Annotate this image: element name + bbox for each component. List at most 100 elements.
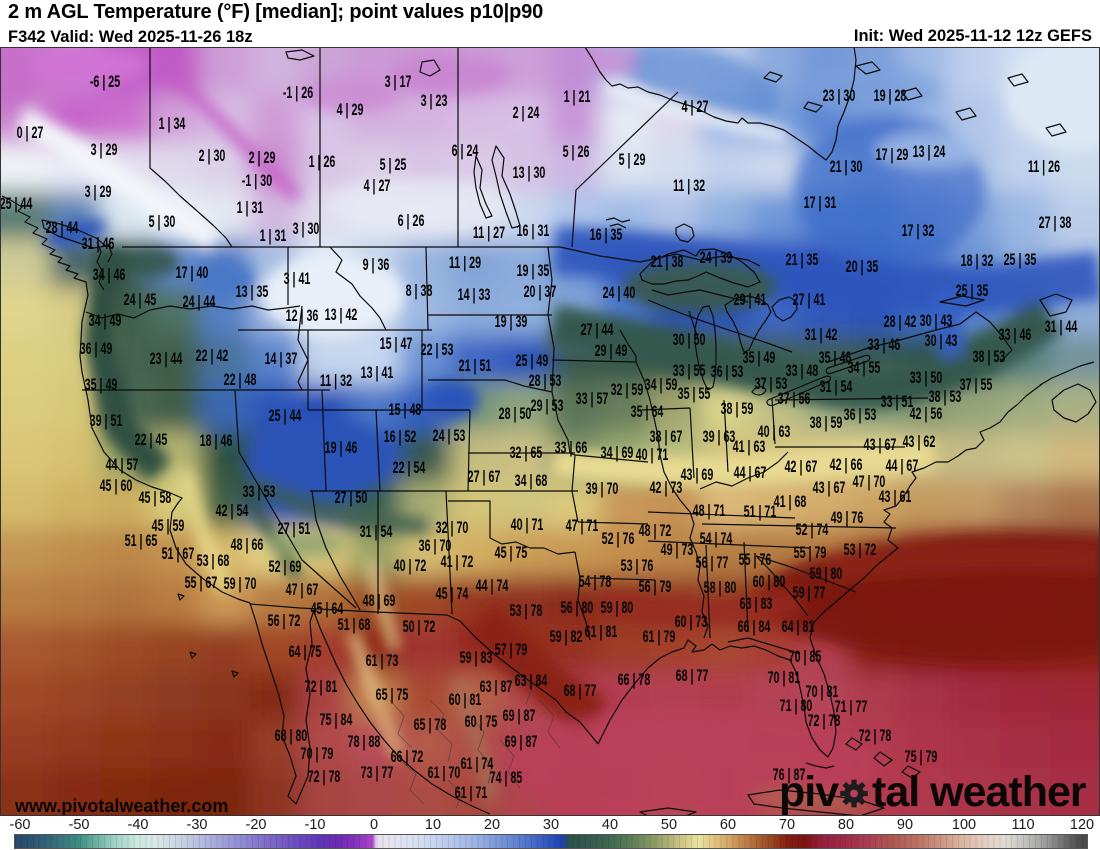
svg-text:13 | 24: 13 | 24 <box>913 143 946 162</box>
svg-text:71 | 77: 71 | 77 <box>835 698 868 717</box>
svg-text:52 | 74: 52 | 74 <box>796 521 829 540</box>
svg-text:56 | 80: 56 | 80 <box>561 599 594 618</box>
svg-text:www.pivotalweather.com: www.pivotalweather.com <box>14 796 228 816</box>
svg-text:45 | 59: 45 | 59 <box>152 517 185 536</box>
svg-text:2 | 30: 2 | 30 <box>199 147 226 166</box>
svg-text:69 | 87: 69 | 87 <box>505 733 538 752</box>
svg-text:37 | 55: 37 | 55 <box>960 376 993 395</box>
svg-text:49 | 76: 49 | 76 <box>831 509 864 528</box>
svg-text:24 | 44: 24 | 44 <box>183 293 216 312</box>
svg-text:38 | 67: 38 | 67 <box>650 428 683 447</box>
svg-text:27 | 44: 27 | 44 <box>581 321 614 340</box>
svg-text:33 | 46: 33 | 46 <box>868 336 901 355</box>
svg-text:31 | 44: 31 | 44 <box>1045 318 1078 337</box>
svg-text:53 | 76: 53 | 76 <box>621 557 654 576</box>
svg-text:61 | 70: 61 | 70 <box>428 764 461 783</box>
svg-text:17 | 40: 17 | 40 <box>176 264 209 283</box>
svg-text:75 | 79: 75 | 79 <box>905 748 938 767</box>
svg-text:30 | 43: 30 | 43 <box>920 312 953 331</box>
svg-text:65 | 78: 65 | 78 <box>414 716 447 735</box>
svg-text:68 | 77: 68 | 77 <box>564 682 597 701</box>
svg-text:64 | 81: 64 | 81 <box>782 618 815 637</box>
svg-text:-1 | 26: -1 | 26 <box>283 84 313 103</box>
svg-text:31 | 46: 31 | 46 <box>82 235 115 254</box>
svg-text:78 | 88: 78 | 88 <box>348 733 381 752</box>
svg-text:24 | 39: 24 | 39 <box>700 249 733 268</box>
svg-text:51 | 65: 51 | 65 <box>125 532 158 551</box>
svg-text:33 | 57: 33 | 57 <box>576 390 609 409</box>
svg-text:60 | 75: 60 | 75 <box>465 713 498 732</box>
svg-text:38 | 59: 38 | 59 <box>721 400 754 419</box>
svg-text:36 | 53: 36 | 53 <box>711 363 744 382</box>
svg-text:38 | 53: 38 | 53 <box>973 348 1006 367</box>
svg-text:52 | 69: 52 | 69 <box>269 558 302 577</box>
svg-text:55 | 67: 55 | 67 <box>185 574 218 593</box>
svg-text:3 | 17: 3 | 17 <box>385 73 412 92</box>
svg-text:27 | 67: 27 | 67 <box>468 468 501 487</box>
svg-text:33 | 50: 33 | 50 <box>910 369 943 388</box>
svg-text:22 | 42: 22 | 42 <box>196 347 229 366</box>
svg-text:14 | 33: 14 | 33 <box>458 286 491 305</box>
svg-text:32 | 59: 32 | 59 <box>611 381 644 400</box>
svg-text:4 | 29: 4 | 29 <box>337 101 364 120</box>
svg-text:40 | 71: 40 | 71 <box>636 446 669 465</box>
svg-text:59 | 83: 59 | 83 <box>460 649 493 668</box>
svg-text:40 | 71: 40 | 71 <box>511 516 544 535</box>
svg-text:11 | 32: 11 | 32 <box>673 177 705 196</box>
svg-text:42 | 54: 42 | 54 <box>216 502 249 521</box>
svg-text:61 | 81: 61 | 81 <box>585 623 618 642</box>
svg-text:17 | 29: 17 | 29 <box>876 146 909 165</box>
svg-text:59 | 70: 59 | 70 <box>224 575 257 594</box>
svg-text:47 | 70: 47 | 70 <box>853 473 886 492</box>
svg-text:71 | 80: 71 | 80 <box>780 697 813 716</box>
svg-text:45 | 74: 45 | 74 <box>436 585 469 604</box>
svg-text:22 | 53: 22 | 53 <box>421 341 454 360</box>
svg-text:42 | 73: 42 | 73 <box>650 479 683 498</box>
svg-text:59 | 80: 59 | 80 <box>810 565 843 584</box>
svg-text:76 | 87: 76 | 87 <box>773 766 806 785</box>
svg-text:3 | 29: 3 | 29 <box>85 183 112 202</box>
svg-text:48 | 71: 48 | 71 <box>693 502 726 521</box>
svg-text:41 | 63: 41 | 63 <box>733 438 766 457</box>
svg-text:3 | 41: 3 | 41 <box>284 270 311 289</box>
svg-text:43 | 62: 43 | 62 <box>903 433 936 452</box>
svg-text:37 | 53: 37 | 53 <box>755 375 788 394</box>
svg-text:5 | 29: 5 | 29 <box>619 151 646 170</box>
svg-text:73 | 77: 73 | 77 <box>361 764 394 783</box>
svg-text:61 | 73: 61 | 73 <box>366 652 399 671</box>
svg-text:49 | 73: 49 | 73 <box>661 541 694 560</box>
svg-text:16 | 52: 16 | 52 <box>384 428 417 447</box>
svg-text:22 | 45: 22 | 45 <box>135 431 168 450</box>
svg-text:47 | 67: 47 | 67 <box>286 581 319 600</box>
svg-text:11 | 29: 11 | 29 <box>449 254 481 273</box>
svg-text:41 | 72: 41 | 72 <box>441 553 474 572</box>
svg-text:36 | 53: 36 | 53 <box>844 406 877 425</box>
svg-text:70 | 85: 70 | 85 <box>789 648 822 667</box>
svg-text:31 | 42: 31 | 42 <box>805 326 838 345</box>
svg-text:1 | 34: 1 | 34 <box>159 115 186 134</box>
svg-text:55 | 79: 55 | 79 <box>794 544 827 563</box>
svg-text:31 | 54: 31 | 54 <box>820 378 853 397</box>
svg-text:66 | 78: 66 | 78 <box>618 671 651 690</box>
svg-text:piv: piv <box>779 768 839 816</box>
svg-text:36 | 70: 36 | 70 <box>419 537 452 556</box>
svg-text:23 | 44: 23 | 44 <box>150 350 183 369</box>
svg-text:35 | 49: 35 | 49 <box>85 376 118 395</box>
svg-text:25 | 35: 25 | 35 <box>956 282 989 301</box>
svg-text:19 | 35: 19 | 35 <box>517 262 550 281</box>
svg-text:31 | 54: 31 | 54 <box>360 523 393 542</box>
svg-text:63 | 83: 63 | 83 <box>740 595 773 614</box>
svg-text:28 | 50: 28 | 50 <box>499 405 532 424</box>
svg-text:53 | 68: 53 | 68 <box>197 552 230 571</box>
svg-text:29 | 53: 29 | 53 <box>531 397 564 416</box>
svg-text:27 | 38: 27 | 38 <box>1039 214 1072 233</box>
svg-text:24 | 53: 24 | 53 <box>433 427 466 446</box>
svg-text:56 | 79: 56 | 79 <box>639 578 672 597</box>
svg-text:11 | 26: 11 | 26 <box>1028 158 1060 177</box>
svg-text:53 | 78: 53 | 78 <box>510 602 543 621</box>
svg-text:45 | 64: 45 | 64 <box>311 600 344 619</box>
svg-text:18 | 32: 18 | 32 <box>961 252 994 271</box>
svg-text:45 | 60: 45 | 60 <box>100 477 133 496</box>
svg-text:11 | 27: 11 | 27 <box>473 224 505 243</box>
svg-text:43 | 61: 43 | 61 <box>879 488 912 507</box>
